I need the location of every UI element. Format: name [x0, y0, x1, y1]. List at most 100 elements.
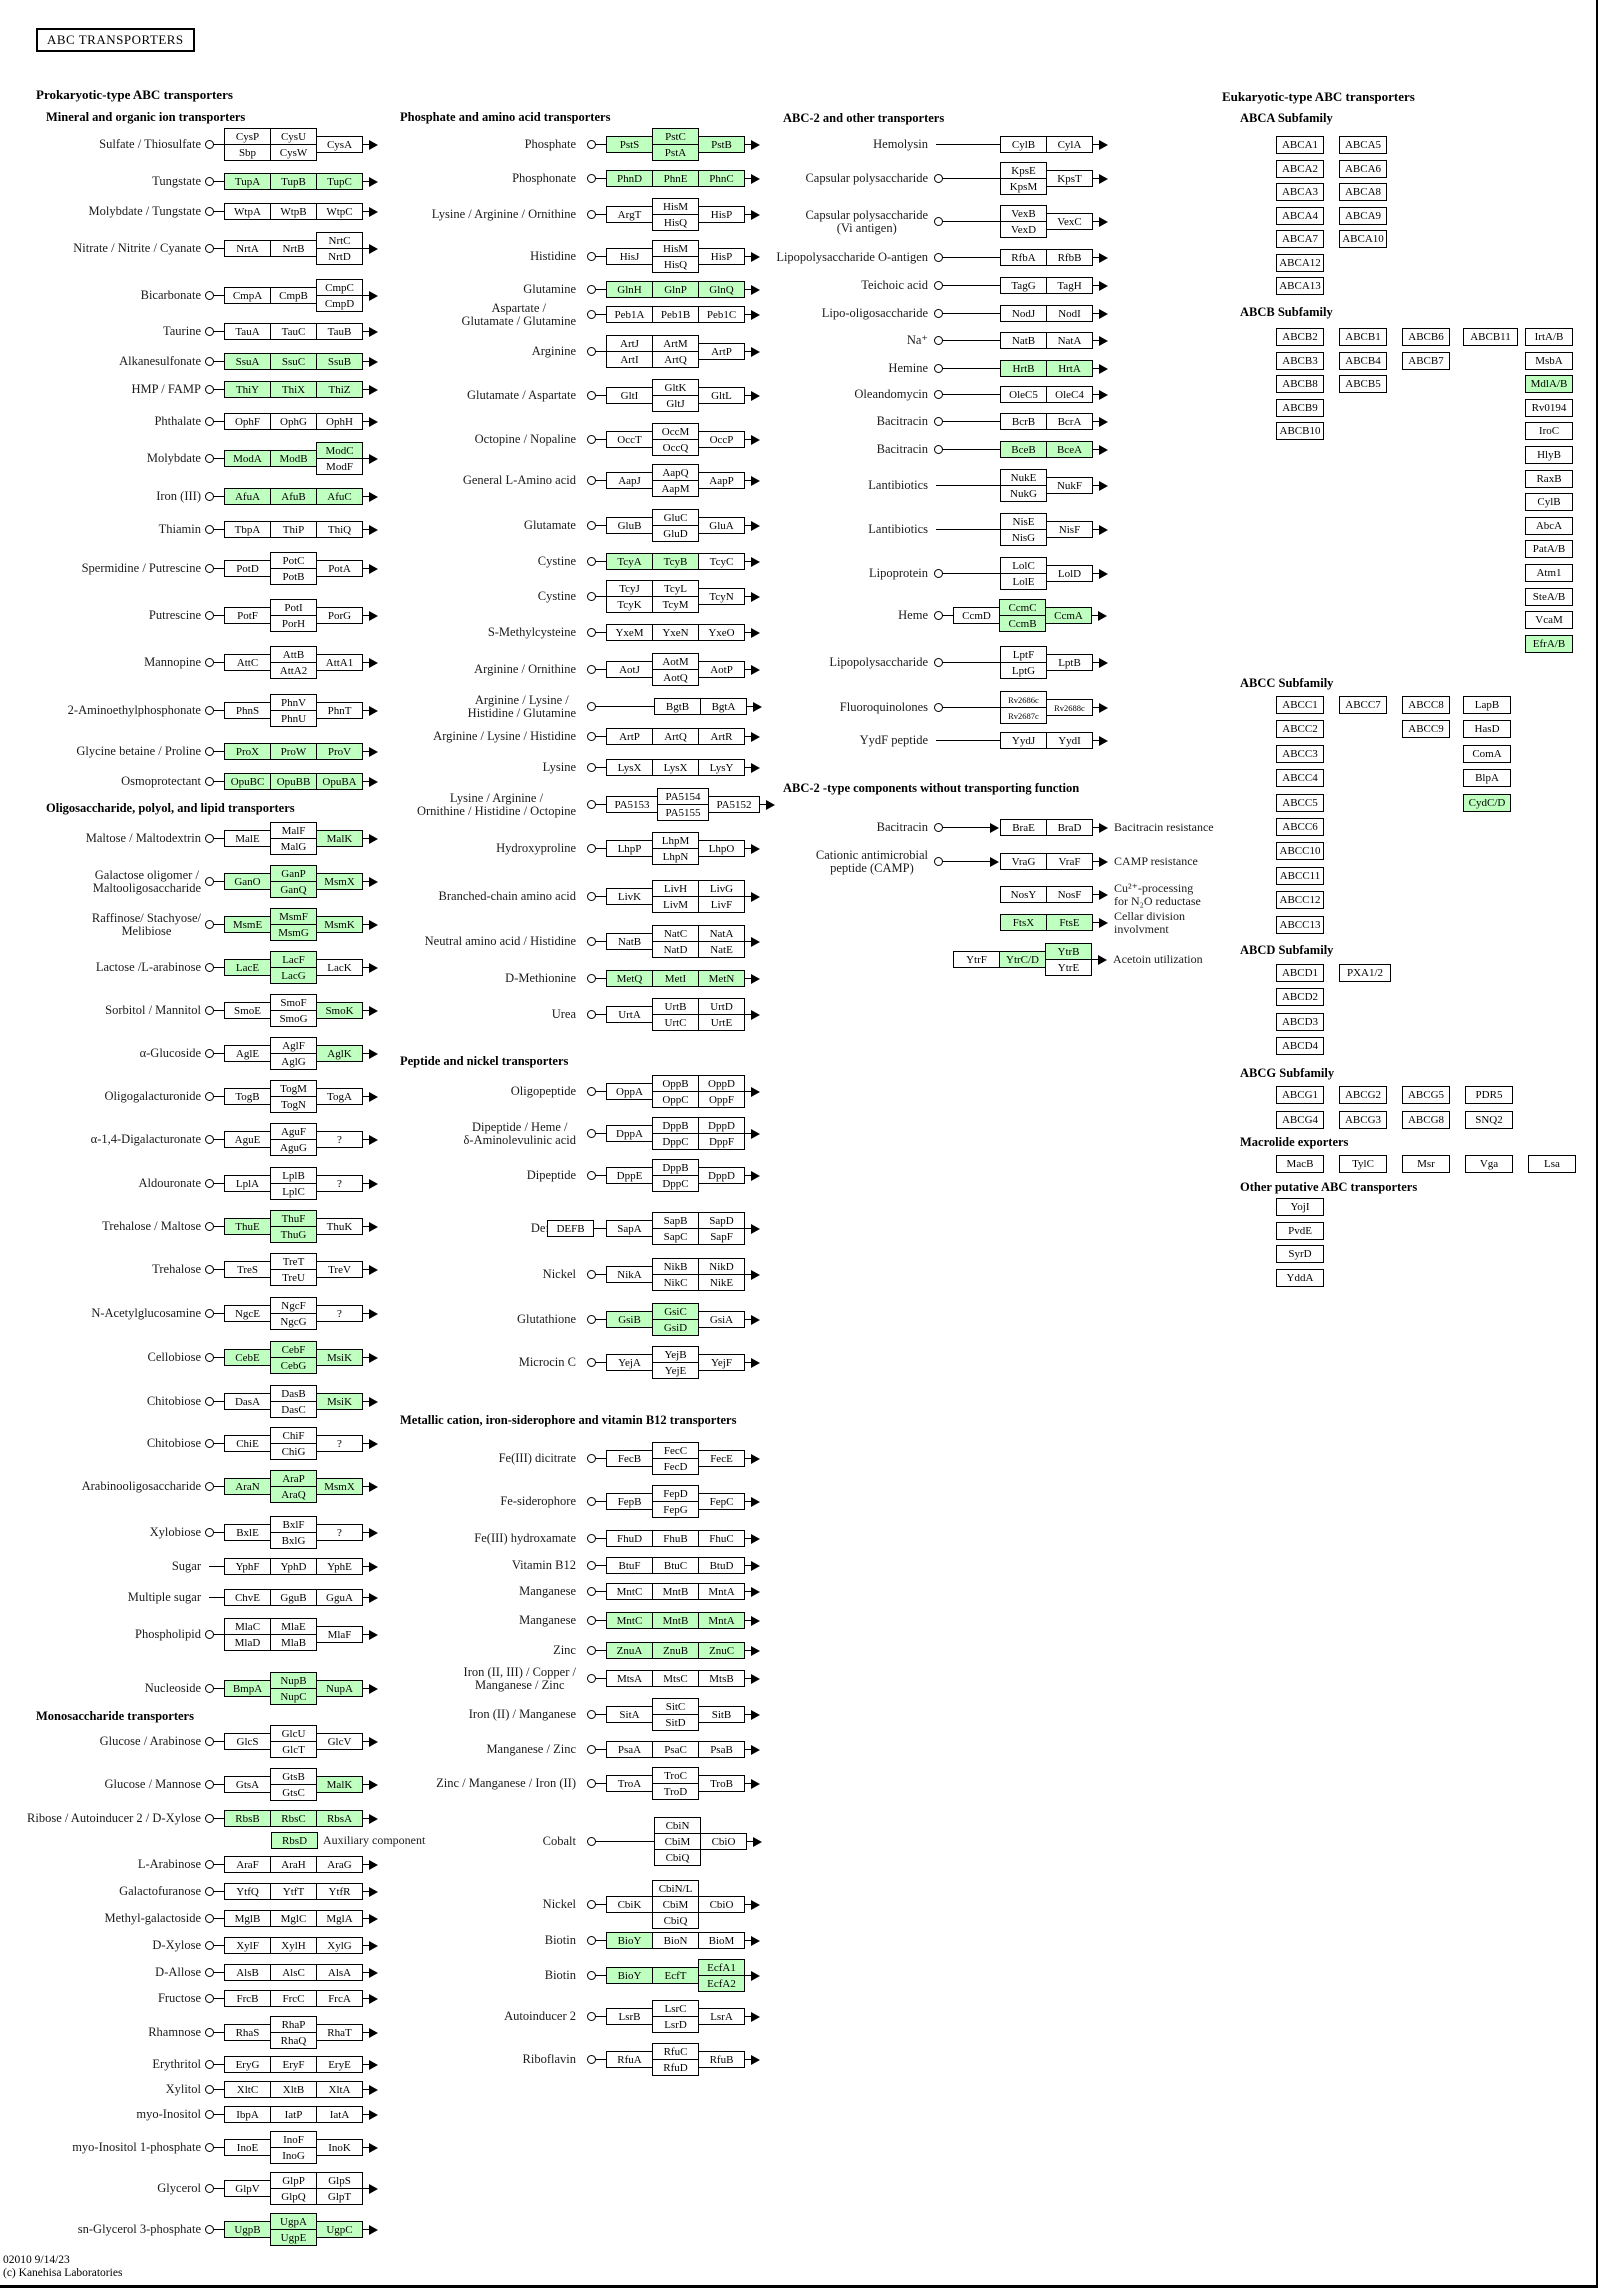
gene-box-AguG[interactable]: AguG: [270, 1139, 317, 1156]
gene-box-TcyL[interactable]: TcyL: [652, 580, 699, 597]
gene-box-CbiM[interactable]: CbiM: [654, 1833, 701, 1850]
gene-box-SmoK[interactable]: SmoK: [316, 1002, 363, 1019]
gene-box-NgcF[interactable]: NgcF: [270, 1297, 317, 1314]
gene-box-ABCB1[interactable]: ABCB1: [1339, 328, 1387, 346]
gene-box-MntB[interactable]: MntB: [652, 1583, 699, 1600]
gene-box-ZnuA[interactable]: ZnuA: [606, 1642, 653, 1659]
gene-box-ThiZ[interactable]: ThiZ: [316, 381, 363, 398]
gene-box-MglB[interactable]: MglB: [224, 1910, 271, 1927]
gene-box-CbiM[interactable]: CbiM: [652, 1896, 699, 1913]
gene-box-PA5155[interactable]: PA5155: [657, 804, 709, 821]
gene-box-MetI[interactable]: MetI: [652, 970, 699, 987]
gene-box-AraF[interactable]: AraF: [224, 1856, 271, 1873]
gene-box-CbiQ[interactable]: CbiQ: [654, 1849, 701, 1866]
gene-box-LysX[interactable]: LysX: [606, 759, 653, 776]
gene-box-CbiN[interactable]: CbiN: [654, 1817, 701, 1834]
gene-box-BmpA[interactable]: BmpA: [224, 1680, 271, 1697]
gene-box-OleC4[interactable]: OleC4: [1046, 386, 1093, 403]
gene-box-FepB[interactable]: FepB: [606, 1493, 653, 1510]
gene-box-VraF[interactable]: VraF: [1046, 853, 1093, 870]
gene-box-DppE[interactable]: DppE: [606, 1167, 653, 1184]
gene-box-GguA[interactable]: GguA: [316, 1589, 363, 1606]
gene-box-ABCG2[interactable]: ABCG2: [1339, 1086, 1387, 1104]
gene-box-SsuA[interactable]: SsuA: [224, 353, 271, 370]
gene-box-TogA[interactable]: TogA: [316, 1088, 363, 1105]
gene-box-OppF[interactable]: OppF: [698, 1091, 745, 1108]
gene-box-UgpB[interactable]: UgpB: [224, 2221, 271, 2238]
gene-box-CebE[interactable]: CebE: [224, 1349, 271, 1366]
gene-box-NodJ[interactable]: NodJ: [1000, 305, 1047, 322]
gene-box-GsiD[interactable]: GsiD: [652, 1319, 699, 1336]
gene-box-VexB[interactable]: VexB: [1000, 205, 1047, 222]
gene-box-MsmX[interactable]: MsmX: [316, 873, 363, 890]
gene-box-BtuC[interactable]: BtuC: [652, 1557, 699, 1574]
gene-box-AotP[interactable]: AotP: [698, 661, 745, 678]
gene-box-HisP[interactable]: HisP: [698, 248, 745, 265]
gene-box-HisQ[interactable]: HisQ: [652, 256, 699, 273]
gene-box-MntC[interactable]: MntC: [606, 1583, 653, 1600]
gene-box-CcmD[interactable]: CcmD: [953, 607, 1000, 624]
gene-box-ABCA8[interactable]: ABCA8: [1339, 183, 1387, 201]
gene-box-YtrB[interactable]: YtrB: [1045, 943, 1092, 960]
gene-box-Rv2688c[interactable]: Rv2688c: [1046, 699, 1093, 716]
gene-box-NatE[interactable]: NatE: [698, 941, 745, 958]
gene-box-AraP[interactable]: AraP: [270, 1470, 317, 1487]
gene-box-MsiK[interactable]: MsiK: [316, 1393, 363, 1410]
gene-box-BtuD[interactable]: BtuD: [698, 1557, 745, 1574]
gene-box-DasC[interactable]: DasC: [270, 1401, 317, 1418]
gene-box-BgtA[interactable]: BgtA: [700, 698, 747, 715]
gene-box-LivK[interactable]: LivK: [606, 888, 653, 905]
gene-box-TroC[interactable]: TroC: [652, 1767, 699, 1784]
gene-box-HrtB[interactable]: HrtB: [1000, 360, 1047, 377]
gene-box-YxeO[interactable]: YxeO: [698, 624, 745, 641]
gene-box-VcaM[interactable]: VcaM: [1525, 611, 1573, 629]
gene-box-PhnT[interactable]: PhnT: [316, 702, 363, 719]
gene-box-LivH[interactable]: LivH: [652, 880, 699, 897]
gene-box-NosF[interactable]: NosF: [1046, 886, 1093, 903]
gene-box-NrtA[interactable]: NrtA: [224, 240, 271, 257]
gene-box-DppC[interactable]: DppC: [652, 1133, 699, 1150]
gene-box-TreV[interactable]: TreV: [316, 1261, 363, 1278]
gene-box-ABCB9[interactable]: ABCB9: [1276, 399, 1324, 417]
gene-box-ABCG4[interactable]: ABCG4: [1276, 1111, 1324, 1129]
gene-box-NatC[interactable]: NatC: [652, 925, 699, 942]
gene-box-ChiF[interactable]: ChiF: [270, 1427, 317, 1444]
gene-box-TogM[interactable]: TogM: [270, 1080, 317, 1097]
gene-box-PsaA[interactable]: PsaA: [606, 1741, 653, 1758]
gene-box-EryG[interactable]: EryG: [224, 2056, 271, 2073]
gene-box-FecC[interactable]: FecC: [652, 1442, 699, 1459]
gene-box-OppB[interactable]: OppB: [652, 1075, 699, 1092]
gene-box-OccT[interactable]: OccT: [606, 431, 653, 448]
gene-box-ABCC7[interactable]: ABCC7: [1339, 696, 1387, 714]
gene-box-EryF[interactable]: EryF: [270, 2056, 317, 2073]
gene-box-FrcA[interactable]: FrcA: [316, 1990, 363, 2007]
gene-box-PXA1/2[interactable]: PXA1/2: [1339, 964, 1391, 982]
gene-box-GlnQ[interactable]: GlnQ: [698, 281, 745, 298]
gene-box-MlaC[interactable]: MlaC: [224, 1618, 271, 1635]
gene-box-ABCG1[interactable]: ABCG1: [1276, 1086, 1324, 1104]
gene-box-NatB[interactable]: NatB: [606, 933, 653, 950]
gene-box-NatB[interactable]: NatB: [1000, 332, 1047, 349]
gene-box-ABCG5[interactable]: ABCG5: [1402, 1086, 1450, 1104]
gene-box-ABCA6[interactable]: ABCA6: [1339, 160, 1387, 178]
gene-box-ChiE[interactable]: ChiE: [224, 1435, 271, 1452]
gene-box-GltJ[interactable]: GltJ: [652, 395, 699, 412]
gene-box-NgcE[interactable]: NgcE: [224, 1305, 271, 1322]
gene-box-ABCA9[interactable]: ABCA9: [1339, 207, 1387, 225]
gene-box-CbiO[interactable]: CbiO: [698, 1896, 745, 1913]
gene-box-CydC/D[interactable]: CydC/D: [1463, 794, 1511, 812]
gene-box-DppA[interactable]: DppA: [606, 1125, 653, 1142]
gene-box-ABCD3[interactable]: ABCD3: [1276, 1013, 1324, 1031]
gene-box-PhnC[interactable]: PhnC: [698, 170, 745, 187]
gene-box-ThiX[interactable]: ThiX: [270, 381, 317, 398]
gene-box-NikD[interactable]: NikD: [698, 1258, 745, 1275]
gene-box-MsiK[interactable]: MsiK: [316, 1349, 363, 1366]
gene-box-MtsC[interactable]: MtsC: [652, 1670, 699, 1687]
gene-box-AguF[interactable]: AguF: [270, 1123, 317, 1140]
gene-box-NatA[interactable]: NatA: [1046, 332, 1093, 349]
gene-box-BceA[interactable]: BceA: [1046, 441, 1093, 458]
gene-box-ABCA2[interactable]: ABCA2: [1276, 160, 1324, 178]
gene-box-PhnU[interactable]: PhnU: [270, 710, 317, 727]
gene-box-WtpC[interactable]: WtpC: [316, 203, 363, 220]
gene-box-MglC[interactable]: MglC: [270, 1910, 317, 1927]
